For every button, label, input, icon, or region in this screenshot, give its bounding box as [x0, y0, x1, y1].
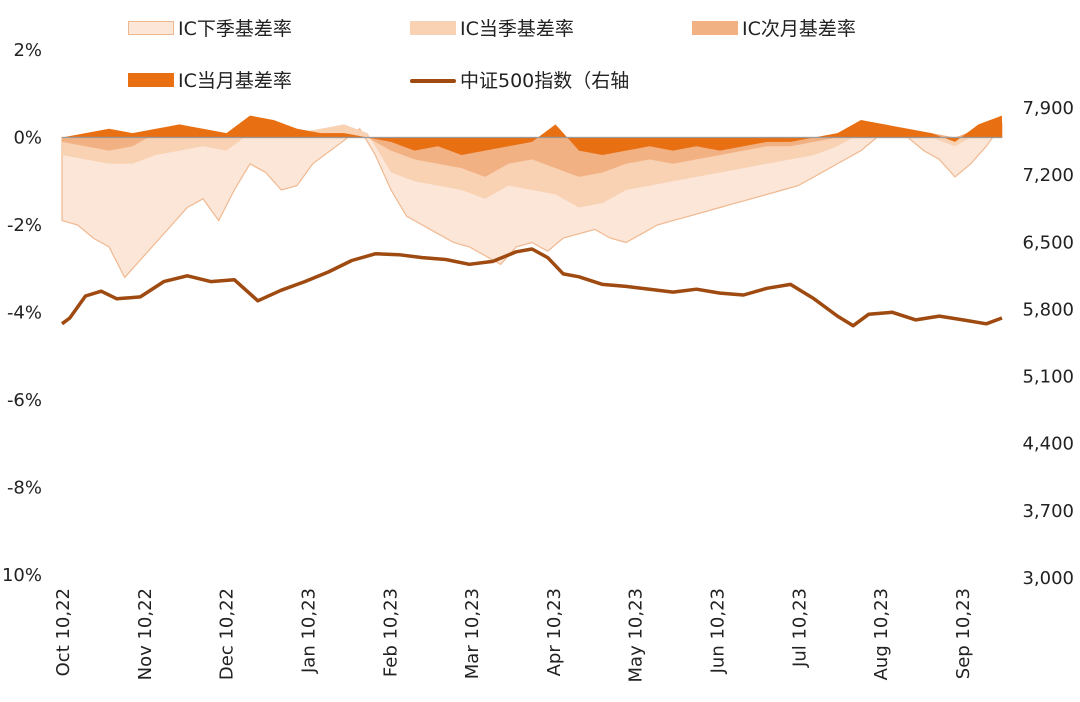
- right-axis-ticks: 7,900 7,200 6,500 5,800 5,100 4,400 3,700 3,000: [1022, 98, 1074, 589]
- legend-label-next-quarter: IC下季基差率: [178, 18, 292, 40]
- x-tick-label: Aug 10,23: [871, 588, 892, 680]
- left-tick-label: -4%: [7, 303, 42, 324]
- x-tick-label: Nov 10,22: [135, 588, 156, 680]
- left-tick-label: -2%: [7, 215, 42, 236]
- legend-swatch-index-line: [410, 78, 456, 83]
- x-tick-label: Jan 10,23: [299, 588, 320, 674]
- right-tick-label: 7,900: [1022, 98, 1074, 119]
- right-tick-label: 4,400: [1022, 434, 1074, 455]
- right-tick-label: 3,700: [1022, 501, 1074, 522]
- right-tick-label: 6,500: [1022, 232, 1074, 253]
- left-tick-label: -6%: [7, 390, 42, 411]
- legend-swatch-current-month: [128, 72, 174, 87]
- legend-swatch-current-quarter: [410, 20, 456, 35]
- x-tick-label: Feb 10,23: [380, 588, 401, 677]
- right-tick-label: 5,800: [1022, 299, 1074, 320]
- right-tick-label: 3,000: [1022, 568, 1074, 589]
- right-tick-label: 7,200: [1022, 165, 1074, 186]
- legend-label-next-month: IC次月基差率: [742, 18, 856, 40]
- x-tick-label: Oct 10,22: [53, 588, 74, 676]
- legend-swatch-next-quarter: [128, 20, 174, 35]
- left-tick-label: 2%: [13, 40, 42, 61]
- x-axis-ticks: Oct 10,22 Nov 10,22 Dec 10,22 Jan 10,23 Feb …: [53, 588, 974, 682]
- x-tick-label: Jul 10,23: [789, 588, 810, 668]
- legend-item-next-quarter: IC下季基差率: [128, 14, 292, 41]
- legend-item-next-month: IC次月基差率: [692, 14, 856, 41]
- index-line: [60, 247, 1003, 328]
- left-tick-label: 0%: [13, 128, 42, 149]
- x-tick-label: Jun 10,23: [708, 588, 729, 674]
- legend-label-current-month: IC当月基差率: [178, 70, 292, 92]
- area-current-month: [62, 115, 1002, 155]
- x-tick-label: May 10,23: [626, 588, 647, 682]
- legend-swatch-next-month: [692, 20, 738, 35]
- left-tick-label: -8%: [7, 478, 42, 499]
- x-tick-label: Mar 10,23: [462, 588, 483, 679]
- legend-item-current-month: IC当月基差率: [128, 66, 292, 93]
- left-axis-ticks: 2% 0% -2% -4% -6% -8% 10%: [2, 40, 42, 586]
- x-tick-label: Apr 10,23: [544, 588, 565, 676]
- right-tick-label: 5,100: [1022, 367, 1074, 388]
- basis-areas: [61, 115, 1003, 279]
- index-line-group: [60, 247, 1003, 328]
- left-tick-label: 10%: [2, 565, 42, 586]
- legend-label-current-quarter: IC当季基差率: [460, 18, 574, 40]
- legend-item-index-line: 中证500指数（右轴: [410, 66, 629, 93]
- legend-item-current-quarter: IC当季基差率: [410, 14, 574, 41]
- x-tick-label: Dec 10,22: [217, 588, 238, 680]
- legend-label-index-line: 中证500指数（右轴: [460, 70, 630, 92]
- x-tick-label: Sep 10,23: [953, 588, 974, 679]
